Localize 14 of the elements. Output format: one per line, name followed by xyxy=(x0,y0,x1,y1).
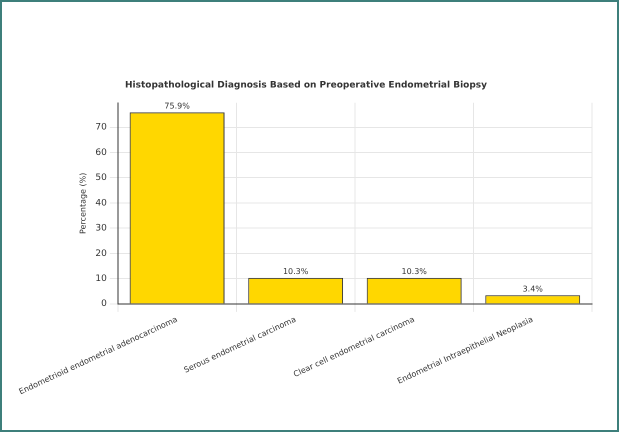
y-axis-title: Percentage (%) xyxy=(78,172,88,234)
y-tick-label: 40 xyxy=(95,198,108,208)
y-tick-label: 20 xyxy=(95,248,108,259)
chart-title: Histopathological Diagnosis Based on Preoperative Endometrial Biopsy xyxy=(124,80,488,91)
data-label: 75.9% xyxy=(164,101,190,110)
y-tick-label: 30 xyxy=(95,224,108,234)
data-label: 3.4% xyxy=(522,284,544,294)
y-tick-label: 0 xyxy=(101,299,108,310)
y-tick-label: 70 xyxy=(95,122,108,133)
y-tick-label: 60 xyxy=(95,148,108,158)
y-tick-label: 10 xyxy=(95,274,108,284)
data-label: 10.3% xyxy=(401,266,428,276)
y-tick-label: 50 xyxy=(95,173,108,184)
data-label: 10.3% xyxy=(282,266,309,276)
